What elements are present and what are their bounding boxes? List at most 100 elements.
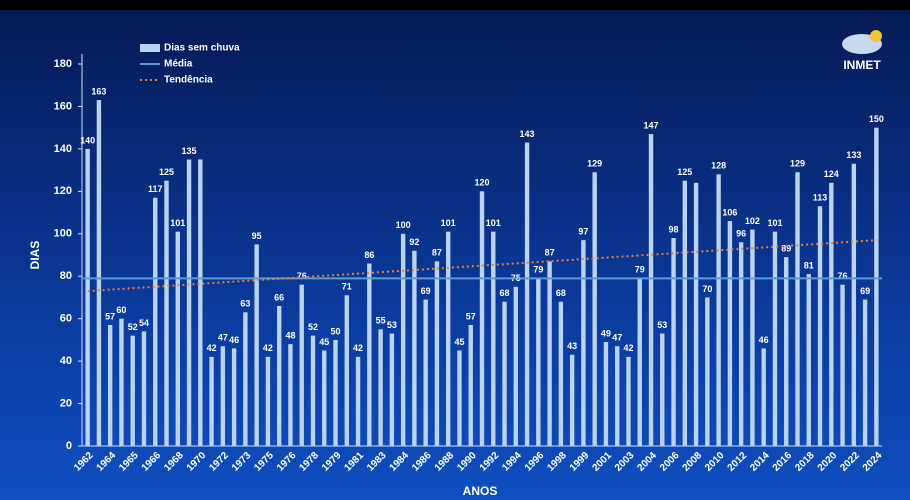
bar bbox=[288, 344, 293, 446]
value-label: 147 bbox=[643, 120, 658, 130]
background bbox=[0, 10, 910, 500]
value-label: 42 bbox=[623, 343, 633, 353]
x-axis-label: ANOS bbox=[463, 484, 498, 498]
value-label: 129 bbox=[587, 159, 602, 169]
bar bbox=[806, 274, 811, 446]
bar bbox=[648, 134, 654, 447]
logo: INMET bbox=[842, 30, 882, 72]
value-label: 87 bbox=[545, 248, 555, 258]
bar bbox=[423, 299, 428, 446]
value-label: 125 bbox=[677, 167, 692, 177]
value-label: 101 bbox=[486, 218, 501, 228]
y-tick-label: 140 bbox=[54, 143, 72, 155]
bar bbox=[310, 335, 316, 446]
bar bbox=[851, 163, 857, 446]
bar bbox=[468, 325, 473, 446]
bar bbox=[795, 172, 800, 446]
bar bbox=[209, 356, 214, 446]
bar bbox=[569, 354, 575, 446]
logo-text: INMET bbox=[843, 58, 881, 72]
value-label: 45 bbox=[454, 337, 464, 347]
value-label: 100 bbox=[396, 220, 411, 230]
bar bbox=[513, 286, 519, 446]
value-label: 52 bbox=[308, 322, 318, 332]
bar bbox=[378, 329, 383, 446]
value-label: 133 bbox=[846, 150, 861, 160]
bar bbox=[299, 284, 304, 446]
bar bbox=[445, 231, 451, 446]
bar bbox=[186, 159, 192, 446]
value-label: 70 bbox=[702, 284, 712, 294]
value-label: 43 bbox=[567, 341, 577, 351]
value-label: 140 bbox=[80, 135, 95, 145]
bar bbox=[637, 278, 642, 446]
bar bbox=[367, 263, 372, 446]
bar bbox=[243, 312, 248, 446]
value-label: 120 bbox=[474, 178, 489, 188]
value-label: 68 bbox=[556, 288, 566, 298]
bar bbox=[107, 325, 113, 446]
bar bbox=[355, 356, 361, 446]
bar bbox=[829, 182, 834, 446]
value-label: 86 bbox=[364, 250, 374, 260]
value-label: 76 bbox=[838, 271, 848, 281]
bar bbox=[119, 318, 124, 446]
bar bbox=[784, 257, 789, 446]
value-label: 106 bbox=[722, 207, 737, 217]
value-label: 95 bbox=[252, 231, 262, 241]
value-label: 47 bbox=[218, 333, 228, 343]
bar bbox=[682, 180, 688, 446]
bar bbox=[660, 333, 665, 446]
bar bbox=[738, 242, 744, 446]
bar bbox=[153, 197, 158, 446]
y-tick-label: 60 bbox=[60, 313, 72, 325]
value-label: 46 bbox=[229, 335, 239, 345]
value-label: 150 bbox=[869, 114, 884, 124]
legend-label: Média bbox=[164, 59, 193, 70]
legend-label: Tendência bbox=[164, 75, 213, 86]
bar bbox=[524, 142, 530, 446]
bar bbox=[276, 305, 282, 446]
bar bbox=[164, 180, 169, 446]
y-tick-label: 20 bbox=[60, 397, 72, 409]
bar bbox=[615, 346, 620, 446]
value-label: 42 bbox=[263, 343, 273, 353]
y-axis-label: DIAS bbox=[28, 241, 42, 270]
bar bbox=[705, 297, 710, 446]
value-label: 135 bbox=[182, 146, 197, 156]
bar bbox=[130, 335, 135, 446]
bar bbox=[581, 240, 586, 446]
y-tick-label: 180 bbox=[54, 58, 72, 70]
bar bbox=[817, 206, 823, 446]
value-label: 54 bbox=[139, 318, 149, 328]
bar bbox=[874, 127, 879, 447]
value-label: 47 bbox=[612, 333, 622, 343]
bar bbox=[840, 284, 845, 446]
legend-swatch bbox=[140, 44, 160, 52]
y-tick-label: 100 bbox=[54, 228, 72, 240]
bar bbox=[322, 350, 327, 446]
value-label: 96 bbox=[736, 229, 746, 239]
legend-label: Dias sem chuva bbox=[164, 43, 240, 54]
value-label: 102 bbox=[745, 216, 760, 226]
value-label: 49 bbox=[601, 328, 611, 338]
trend-line bbox=[87, 239, 877, 293]
bar bbox=[344, 295, 349, 446]
value-label: 50 bbox=[331, 326, 341, 336]
value-label: 53 bbox=[387, 320, 397, 330]
bar bbox=[671, 238, 676, 446]
y-tick-label: 0 bbox=[66, 440, 72, 452]
y-tick-label: 160 bbox=[54, 100, 72, 112]
bar bbox=[231, 348, 237, 446]
value-label: 69 bbox=[860, 286, 870, 296]
bar bbox=[479, 191, 485, 446]
bar bbox=[333, 339, 338, 446]
value-label: 63 bbox=[240, 299, 250, 309]
bar bbox=[175, 231, 180, 446]
bar bbox=[716, 174, 721, 446]
value-label: 69 bbox=[421, 286, 431, 296]
y-tick-label: 120 bbox=[54, 185, 72, 197]
value-label: 52 bbox=[128, 322, 138, 332]
value-label: 57 bbox=[105, 311, 115, 321]
bar bbox=[400, 233, 406, 446]
